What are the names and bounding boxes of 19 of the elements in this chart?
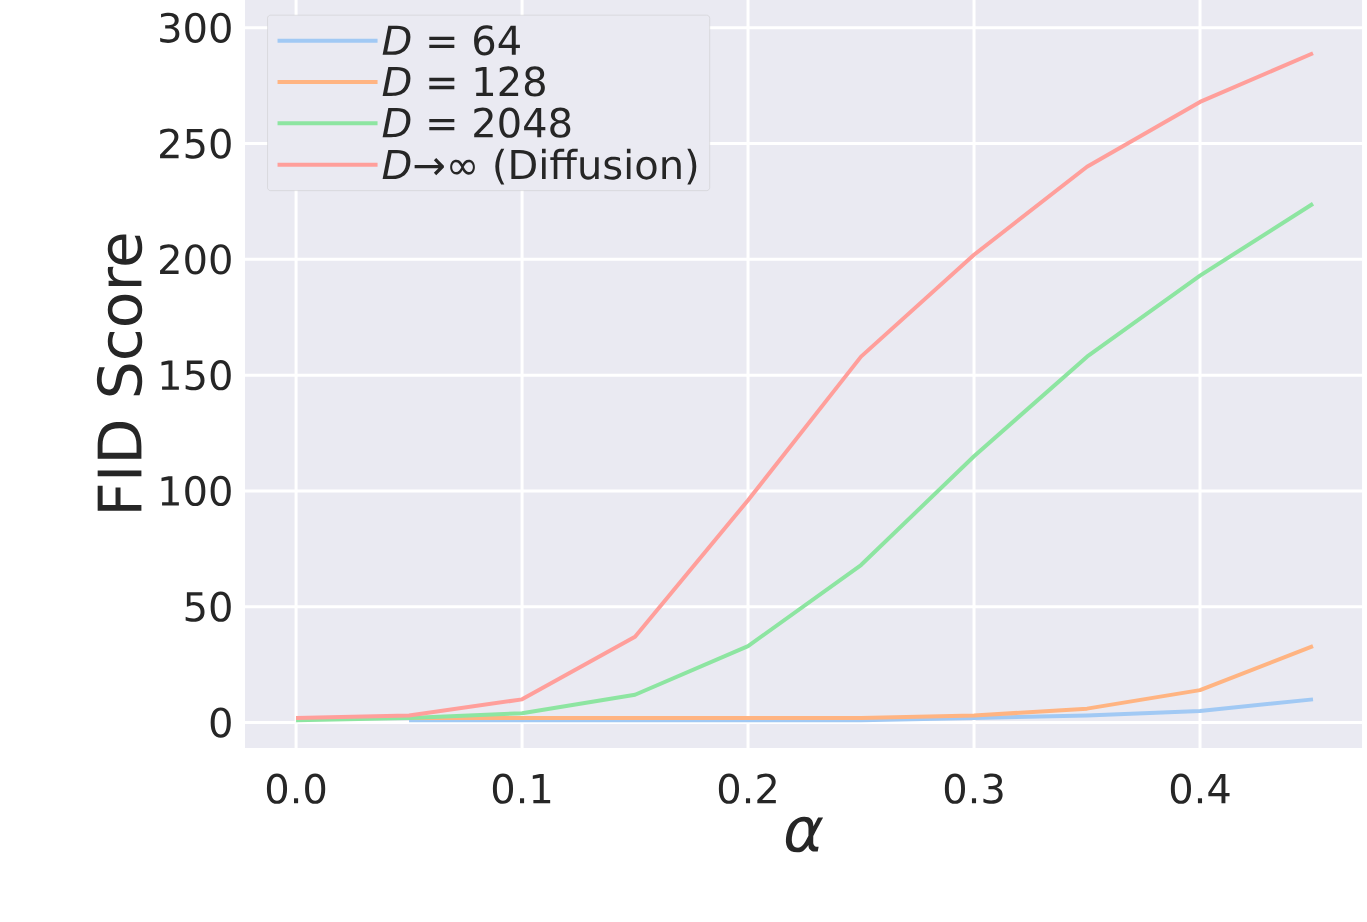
legend-label: D = 2048 bbox=[382, 107, 571, 138]
x-tick-label: 0.0 bbox=[266, 773, 326, 804]
x-tick-label: 0.2 bbox=[718, 773, 776, 804]
legend-label: D = 64 bbox=[382, 25, 520, 56]
legend-label: D = 128 bbox=[382, 66, 545, 97]
y-tick-label: 0 bbox=[210, 707, 231, 738]
x-axis-title: α bbox=[785, 816, 824, 853]
y-tick-label: 150 bbox=[161, 360, 231, 391]
y-tick-label: 50 bbox=[185, 591, 231, 622]
x-tick-label: 0.3 bbox=[944, 773, 1003, 804]
x-tick-label: 0.1 bbox=[492, 773, 551, 804]
legend-label: D→∞ (Diffusion) bbox=[382, 148, 697, 185]
y-tick-label: 100 bbox=[161, 475, 231, 507]
y-tick-label: 250 bbox=[160, 128, 231, 159]
y-tick-label: 200 bbox=[160, 244, 231, 275]
y-axis-title: FID Score bbox=[96, 234, 143, 511]
line-series bbox=[294, 201, 1316, 723]
y-tick-label: 300 bbox=[160, 12, 231, 43]
x-tick-label: 0.4 bbox=[1170, 773, 1230, 804]
